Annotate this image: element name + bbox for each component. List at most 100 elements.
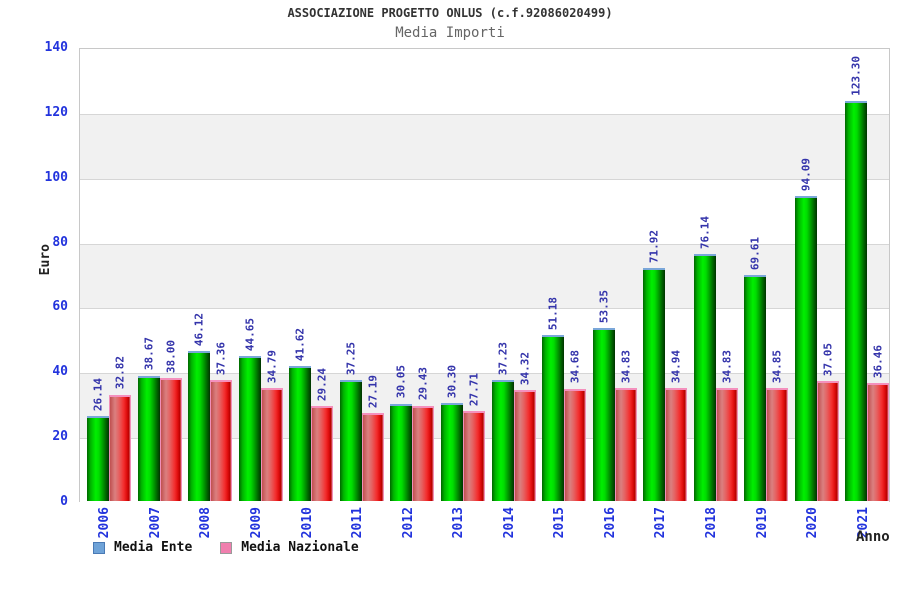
bar-value-label: 37.25	[344, 342, 358, 376]
bars-2006	[87, 394, 131, 501]
bar-media-ente-2007	[137, 375, 160, 501]
bar-media-ente-2009	[238, 356, 261, 501]
bar-media-ente-2015	[542, 335, 565, 501]
bar-groups: 26.14 32.82 2006 38.67 38.00 2007 46.12 37.36 20…	[80, 49, 890, 538]
bar-media-ente-2016	[592, 328, 615, 501]
bar-group-2008: 46.12 37.36 2008	[181, 49, 233, 538]
y-tick-label: 0	[60, 494, 68, 509]
bar-media-ente-2008	[188, 351, 211, 501]
bar-value-label: 30.30	[445, 364, 459, 398]
bar-value-label: 38.67	[142, 337, 156, 371]
bar-media-ente-2011	[339, 380, 362, 501]
bars-2012	[390, 403, 435, 501]
bar-value-label: 69.61	[748, 237, 762, 271]
bar-media-nazionale-2011	[361, 412, 384, 501]
bar-media-ente-2014	[491, 380, 514, 501]
bar-media-nazionale-2006	[109, 394, 131, 501]
legend-swatch-media-ente	[93, 541, 105, 554]
chart-subtitle: Media Importi	[395, 25, 505, 41]
chart-title: ASSOCIAZIONE PROGETTO ONLUS (c.f.9208602…	[287, 6, 613, 20]
bars-2018	[693, 254, 738, 501]
x-tick-label: 2020	[805, 507, 821, 539]
bar-group-2015: 51.18 34.68 2015	[535, 49, 587, 538]
bars-2007	[137, 375, 182, 501]
legend-label-media-ente: Media Ente	[114, 540, 193, 555]
bar-media-ente-2013	[440, 402, 463, 501]
bar-media-nazionale-2008	[210, 379, 233, 501]
plot-band	[80, 113, 889, 179]
bar-media-ente-2017	[643, 267, 666, 501]
bar-group-2010: 41.62 29.24 2010	[282, 49, 334, 538]
bars-2020	[794, 195, 839, 501]
bar-group-2012: 30.05 29.43 2012	[383, 49, 435, 538]
bar-media-nazionale-2007	[159, 377, 182, 501]
bar-group-2007: 38.67 38.00 2007	[131, 49, 182, 538]
bar-media-ente-2020	[794, 195, 817, 501]
bar-media-ente-2006	[87, 416, 109, 501]
bar-media-ente-2018	[693, 254, 716, 501]
bar-value-label: 76.14	[698, 215, 712, 250]
y-tick-label: 140	[44, 40, 68, 55]
x-tick-label: 2007	[147, 507, 163, 539]
bar-media-nazionale-2013	[462, 411, 485, 501]
bar-value-label: 37.23	[496, 342, 509, 376]
bar-media-ente-2012	[390, 403, 413, 501]
bar-group-2009: 44.65 34.79 2009	[232, 49, 283, 538]
bar-group-2013: 30.30 27.71 2013	[434, 49, 485, 538]
bar-value-label: 53.35	[597, 289, 611, 323]
y-tick-label: 100	[44, 169, 68, 185]
x-tick-label: 2009	[248, 507, 264, 539]
y-tick-label: 20	[52, 429, 68, 445]
legend-item-media-ente: Media Ente	[93, 540, 192, 555]
y-tick-label: 40	[52, 364, 68, 380]
bar-media-nazionale-2020	[816, 380, 839, 501]
bar-value-label: 44.65	[243, 318, 257, 352]
bar-media-nazionale-2018	[715, 388, 738, 501]
legend-swatch-media-nazionale	[220, 541, 233, 554]
x-tick-label: 2015	[552, 507, 568, 539]
bars-2016	[592, 328, 637, 501]
bar-group-2020: 94.09 37.05 2020	[788, 49, 839, 538]
legend-label-media-nazionale: Media Nazionale	[241, 540, 359, 555]
bar-value-label: 71.92	[647, 229, 661, 263]
bars-2017	[643, 267, 688, 501]
bar-media-nazionale-2021	[867, 382, 890, 501]
bar-value-label: 123.30	[849, 56, 863, 97]
y-tick-label: 80	[52, 234, 68, 250]
y-axis-title: Euro	[38, 244, 53, 276]
legend-item-media-nazionale: Media Nazionale	[220, 540, 359, 555]
x-tick-label: 2014	[501, 507, 517, 539]
y-tick-label: 120	[44, 104, 68, 120]
bar-group-2019: 69.61 34.85 2019	[737, 49, 789, 538]
y-tick-label: 60	[52, 299, 68, 315]
bar-group-2011: 37.25 27.19 2011	[333, 49, 384, 538]
bar-value-label: 94.09	[799, 157, 813, 191]
bars-2019	[744, 275, 789, 501]
bar-media-nazionale-2010	[311, 406, 334, 501]
bar-value-label: 51.18	[546, 296, 560, 330]
bar-value-label: 38.00	[164, 339, 178, 373]
bars-2009	[238, 356, 283, 501]
bar-value-label: 29.43	[416, 367, 430, 401]
x-tick-label: 2013	[451, 507, 467, 539]
x-tick-label: 2006	[97, 507, 113, 539]
bar-media-nazionale-2012	[412, 405, 435, 501]
bar-value-label: 46.12	[192, 313, 206, 347]
x-tick-label: 2011	[350, 507, 366, 539]
x-tick-label: 2010	[299, 507, 315, 539]
plot-area: 26.14 32.82 2006 38.67 38.00 2007 46.12 37.36 20…	[79, 48, 890, 538]
bar-media-nazionale-2016	[614, 388, 637, 501]
bar-value-label: 41.62	[293, 327, 307, 361]
x-tick-label: 2018	[704, 507, 720, 539]
bar-value-label: 30.05	[394, 365, 408, 399]
x-axis-title: Anno	[856, 529, 890, 545]
bars-2014	[491, 380, 536, 501]
bar-value-label: 32.82	[113, 356, 127, 390]
x-tick-label: 2016	[602, 507, 618, 539]
bars-2010	[289, 366, 334, 501]
bar-group-2021: 123.30 36.46 2021	[838, 49, 890, 538]
bars-2015	[542, 335, 587, 501]
bar-media-ente-2010	[289, 366, 312, 501]
bar-media-nazionale-2009	[260, 388, 283, 501]
